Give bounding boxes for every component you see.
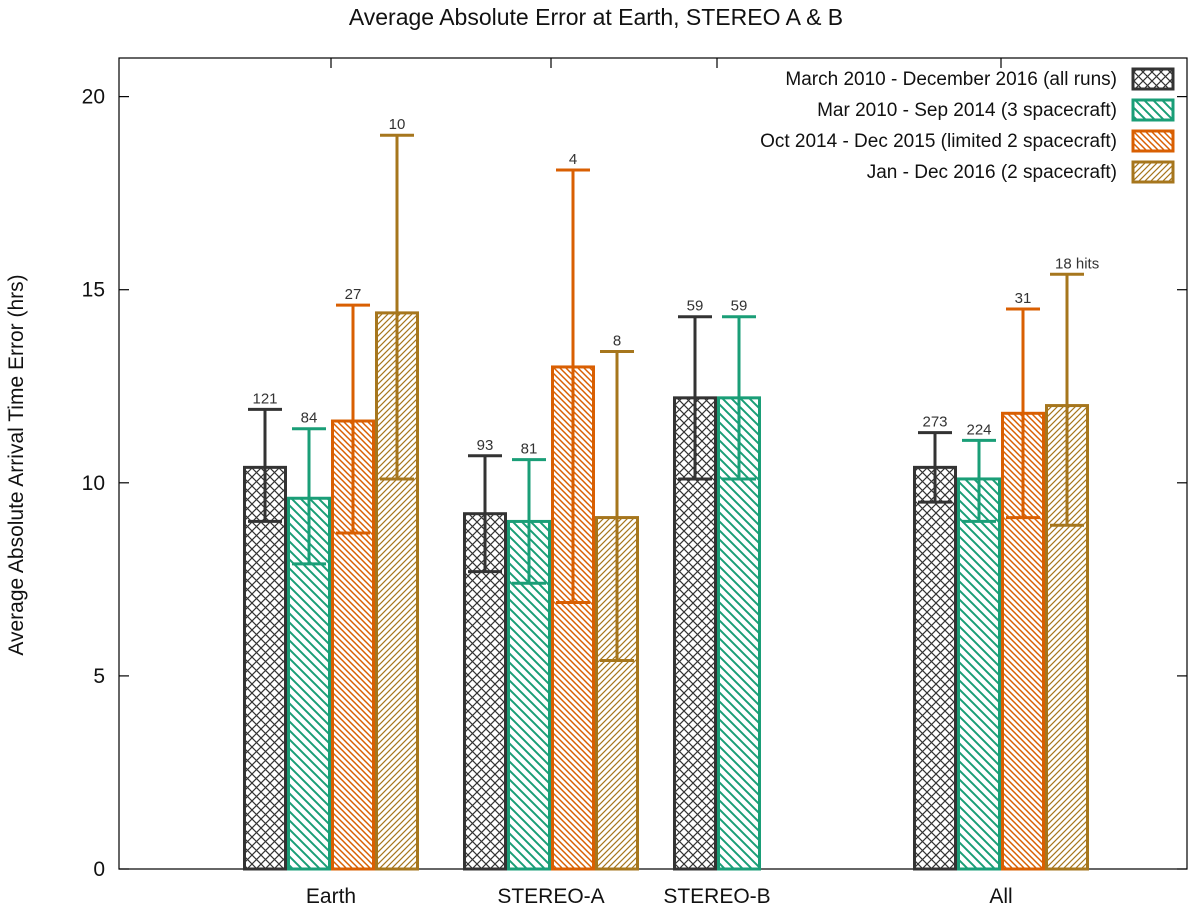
bar xyxy=(243,465,287,871)
error-bar xyxy=(1050,272,1084,527)
y-tick-label: 5 xyxy=(93,665,105,688)
legend: March 2010 - December 2016 (all runs) Mar… xyxy=(760,67,1175,184)
count-label: 10 xyxy=(389,116,406,133)
count-label: 8 xyxy=(613,333,621,350)
legend-entry: Mar 2010 - Sep 2014 (3 spacecraft) xyxy=(817,98,1175,122)
legend-label: Mar 2010 - Sep 2014 (3 spacecraft) xyxy=(817,100,1117,121)
error-bar xyxy=(918,431,952,504)
count-label: 27 xyxy=(345,286,362,303)
legend-swatch xyxy=(1131,129,1175,153)
legend-swatch xyxy=(1131,160,1175,184)
legend-swatch xyxy=(1131,98,1175,122)
legend-label: Oct 2014 - Dec 2015 (limited 2 spacecraf… xyxy=(760,131,1117,152)
y-axis: 0 5 10 15 20 xyxy=(82,86,1187,881)
bar xyxy=(507,519,551,871)
error-bar xyxy=(722,315,756,481)
count-label: 59 xyxy=(687,298,704,315)
error-bar xyxy=(962,438,996,523)
error-bar xyxy=(292,427,326,566)
y-tick-label: 15 xyxy=(82,279,105,302)
bar xyxy=(913,465,957,871)
error-bar xyxy=(468,454,502,574)
count-label: 93 xyxy=(477,437,494,454)
legend-entry: Oct 2014 - Dec 2015 (limited 2 spacecraf… xyxy=(760,129,1175,153)
count-labels: 121 84 27 10 93 81 4 8 59 59 273 224 31 18 hits xyxy=(252,116,1099,457)
y-tick-label: 10 xyxy=(82,472,105,495)
error-bar xyxy=(380,133,414,481)
y-axis-label: Average Absolute Arrival Time Error (hrs… xyxy=(5,274,28,655)
count-label: 4 xyxy=(569,151,577,168)
y-tick-label: 0 xyxy=(93,858,105,881)
count-label: 18 hits xyxy=(1055,255,1099,272)
error-bars xyxy=(248,133,1084,662)
error-bar xyxy=(336,303,370,535)
error-bar xyxy=(556,168,590,605)
count-label: 84 xyxy=(301,410,318,427)
y-tick-label: 20 xyxy=(82,86,105,109)
count-label: 224 xyxy=(966,421,991,438)
plot-frame xyxy=(118,57,1188,870)
legend-label: Jan - Dec 2016 (2 spacecraft) xyxy=(867,162,1117,183)
legend-entry: March 2010 - December 2016 (all runs) xyxy=(785,67,1175,91)
error-bar xyxy=(248,407,282,523)
count-label: 31 xyxy=(1015,290,1032,307)
x-tick-label: Earth xyxy=(306,885,356,908)
legend-entry: Jan - Dec 2016 (2 spacecraft) xyxy=(867,160,1175,184)
bar xyxy=(957,477,1001,871)
error-bar xyxy=(600,350,634,662)
bars xyxy=(243,311,1089,871)
count-label: 273 xyxy=(922,414,947,431)
count-label: 121 xyxy=(252,390,277,407)
error-bar xyxy=(512,458,546,585)
count-label: 81 xyxy=(521,441,538,458)
x-tick-label: STEREO-A xyxy=(497,885,604,908)
error-bar xyxy=(678,315,712,481)
chart-title: Average Absolute Error at Earth, STEREO … xyxy=(349,4,843,30)
legend-label: March 2010 - December 2016 (all runs) xyxy=(785,69,1117,90)
bar xyxy=(375,311,419,871)
x-tick-label: All xyxy=(989,885,1012,908)
legend-swatch xyxy=(1131,67,1175,91)
x-tick-label: STEREO-B xyxy=(663,885,770,908)
error-bar xyxy=(1006,307,1040,520)
x-axis: Earth STEREO-A STEREO-B All xyxy=(306,58,1013,908)
count-label: 59 xyxy=(731,298,748,315)
